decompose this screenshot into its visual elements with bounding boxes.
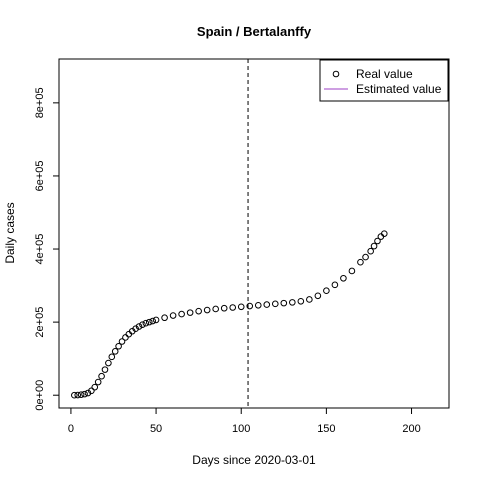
x-tick-label: 0	[68, 423, 74, 435]
y-axis: 0e+00 2e+05 4e+05 6e+05 8e+05	[34, 87, 59, 411]
data-point	[263, 301, 271, 308]
data-point	[84, 389, 92, 397]
data-point	[254, 302, 262, 309]
chart-title: Spain / Bertalanffy	[197, 24, 312, 39]
data-point	[91, 383, 99, 391]
data-point	[331, 281, 339, 289]
data-point	[149, 317, 156, 325]
data-point	[108, 353, 116, 361]
legend-box	[319, 59, 449, 102]
data-point	[203, 306, 211, 314]
legend-label-estimated-value: Estimated value	[356, 82, 442, 96]
data-point	[98, 372, 105, 380]
y-tick-label: 4e+05	[34, 234, 46, 265]
data-point	[178, 310, 185, 318]
data-point	[306, 296, 313, 303]
data-point	[88, 387, 95, 395]
data-point	[229, 304, 237, 311]
data-point	[362, 253, 369, 261]
data-point	[348, 267, 356, 275]
data-point	[195, 307, 202, 315]
data-point	[111, 348, 119, 355]
data-point	[161, 314, 168, 322]
legend-label-real-value: Real value	[356, 67, 413, 81]
x-axis: 0 50 100 150 200	[68, 408, 421, 435]
data-point	[71, 391, 78, 399]
data-point	[370, 242, 378, 250]
data-point	[142, 319, 150, 327]
x-tick-label: 150	[317, 423, 335, 435]
x-axis-label: Days since 2020-03-01	[192, 453, 316, 467]
legend-marker-real-value	[332, 70, 340, 78]
data-point	[169, 312, 177, 319]
y-tick-label: 0e+00	[34, 380, 46, 411]
y-axis-label: Daily cases	[3, 202, 17, 263]
x-tick-label: 100	[232, 423, 250, 435]
data-point	[115, 342, 122, 350]
data-point	[246, 302, 254, 310]
y-tick-label: 6e+05	[34, 160, 46, 191]
data-point	[94, 378, 102, 386]
data-point	[145, 318, 153, 326]
y-tick-label: 8e+05	[34, 87, 46, 118]
data-point	[212, 305, 219, 313]
data-point	[74, 391, 82, 399]
x-tick-label: 200	[402, 423, 420, 435]
data-point	[135, 323, 143, 330]
data-point	[340, 274, 347, 282]
data-point	[271, 300, 279, 308]
y-tick-label: 2e+05	[34, 307, 46, 338]
data-point	[122, 334, 129, 341]
data-point	[237, 303, 245, 311]
x-tick-label: 50	[150, 423, 162, 435]
data-point	[367, 247, 374, 255]
data-point	[152, 316, 160, 324]
data-point	[139, 321, 146, 328]
data-point	[357, 258, 364, 266]
data-point	[220, 304, 228, 312]
data-point	[374, 237, 381, 245]
plot-area	[58, 58, 450, 409]
data-point	[105, 359, 112, 367]
data-point	[77, 391, 85, 398]
data-point	[132, 325, 139, 332]
legend: Real value Estimated value	[319, 59, 449, 102]
data-point	[280, 299, 288, 307]
data-point	[118, 338, 126, 345]
data-point	[323, 287, 330, 294]
data-point	[186, 309, 194, 316]
data-point	[101, 366, 109, 373]
data-point	[380, 230, 388, 237]
data-point	[81, 390, 88, 398]
data-point	[289, 299, 296, 306]
real-value-series	[71, 230, 388, 399]
data-point	[314, 292, 322, 300]
data-point	[297, 297, 305, 305]
